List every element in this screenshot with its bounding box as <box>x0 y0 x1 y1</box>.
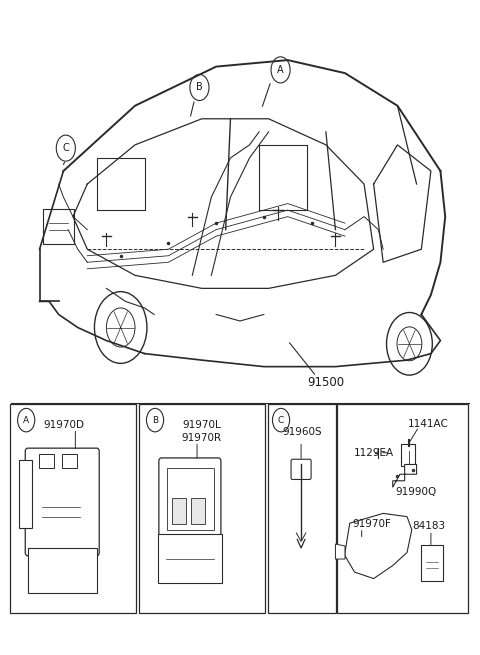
FancyBboxPatch shape <box>172 498 186 524</box>
Text: 84183: 84183 <box>412 521 445 531</box>
Text: 91970F: 91970F <box>352 519 391 529</box>
FancyBboxPatch shape <box>291 459 311 479</box>
FancyBboxPatch shape <box>401 443 415 466</box>
FancyBboxPatch shape <box>25 448 99 556</box>
Text: 91970R: 91970R <box>182 434 222 443</box>
FancyBboxPatch shape <box>10 404 136 612</box>
Polygon shape <box>345 514 412 578</box>
Text: A: A <box>277 65 284 75</box>
FancyBboxPatch shape <box>337 404 468 612</box>
Text: B: B <box>196 83 203 92</box>
Polygon shape <box>393 464 417 487</box>
Text: 91500: 91500 <box>307 377 344 390</box>
FancyBboxPatch shape <box>158 534 222 583</box>
FancyBboxPatch shape <box>159 458 221 540</box>
Text: A: A <box>23 416 29 424</box>
FancyBboxPatch shape <box>167 468 214 530</box>
Text: 91960S: 91960S <box>282 427 322 437</box>
FancyBboxPatch shape <box>62 454 77 468</box>
FancyBboxPatch shape <box>19 460 33 528</box>
FancyBboxPatch shape <box>139 404 265 612</box>
Text: B: B <box>152 416 158 424</box>
Text: 1129EA: 1129EA <box>354 448 394 458</box>
FancyBboxPatch shape <box>268 404 336 612</box>
Text: C: C <box>62 143 69 153</box>
Text: 91990Q: 91990Q <box>395 487 436 497</box>
FancyBboxPatch shape <box>43 209 74 244</box>
FancyBboxPatch shape <box>28 548 97 593</box>
Text: 91970D: 91970D <box>43 421 84 430</box>
FancyBboxPatch shape <box>421 546 443 580</box>
Text: 91970L: 91970L <box>182 421 221 430</box>
FancyBboxPatch shape <box>191 498 205 524</box>
FancyBboxPatch shape <box>39 454 54 468</box>
Text: 1141AC: 1141AC <box>408 419 449 429</box>
Polygon shape <box>336 544 345 559</box>
Text: C: C <box>278 416 284 424</box>
